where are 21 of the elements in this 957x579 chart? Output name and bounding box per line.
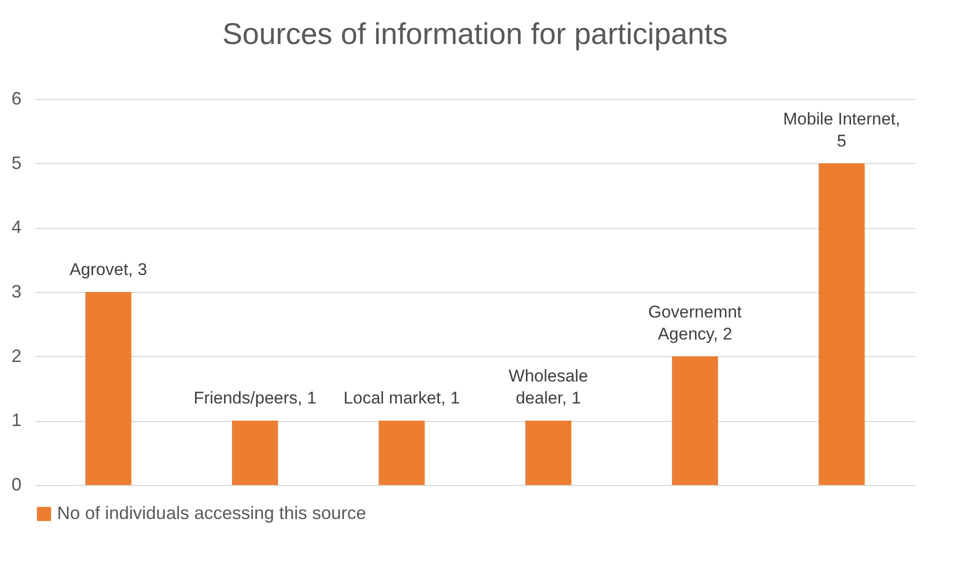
text: Governemnt Agency, 2: [648, 302, 742, 344]
text: Wholesale dealer, 1: [508, 366, 588, 408]
bar: [232, 420, 278, 485]
y-tick-label: 3: [11, 282, 22, 302]
y-tick-label: 6: [11, 88, 22, 108]
bar: [672, 356, 718, 485]
chart-title: Sources of information for participants: [222, 18, 728, 51]
bar: [378, 420, 425, 485]
legend-label: No of individuals accessing this source: [57, 503, 366, 523]
bar: [525, 420, 572, 485]
text: Local market, 1: [344, 388, 460, 408]
y-tick-label: 1: [11, 410, 22, 430]
y-tick-label: 5: [11, 152, 22, 173]
text: Agrovet, 3: [70, 260, 148, 279]
text: Friends/peers, 1: [194, 388, 316, 408]
y-tick-label: 0: [11, 474, 22, 494]
text: Mobile Internet, 5: [783, 109, 900, 150]
y-tick-label: 4: [11, 217, 22, 238]
bar: [818, 163, 865, 485]
y-tick-label: 2: [11, 346, 22, 366]
bar: [85, 292, 132, 485]
